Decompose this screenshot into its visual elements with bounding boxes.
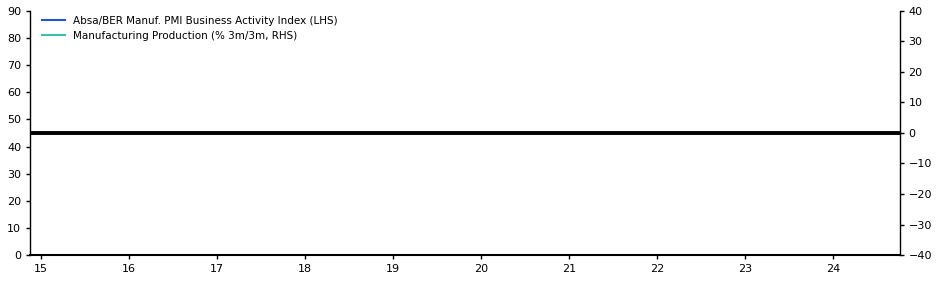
- Legend: Absa/BER Manuf. PMI Business Activity Index (LHS), Manufacturing Production (% 3: Absa/BER Manuf. PMI Business Activity In…: [39, 14, 340, 43]
